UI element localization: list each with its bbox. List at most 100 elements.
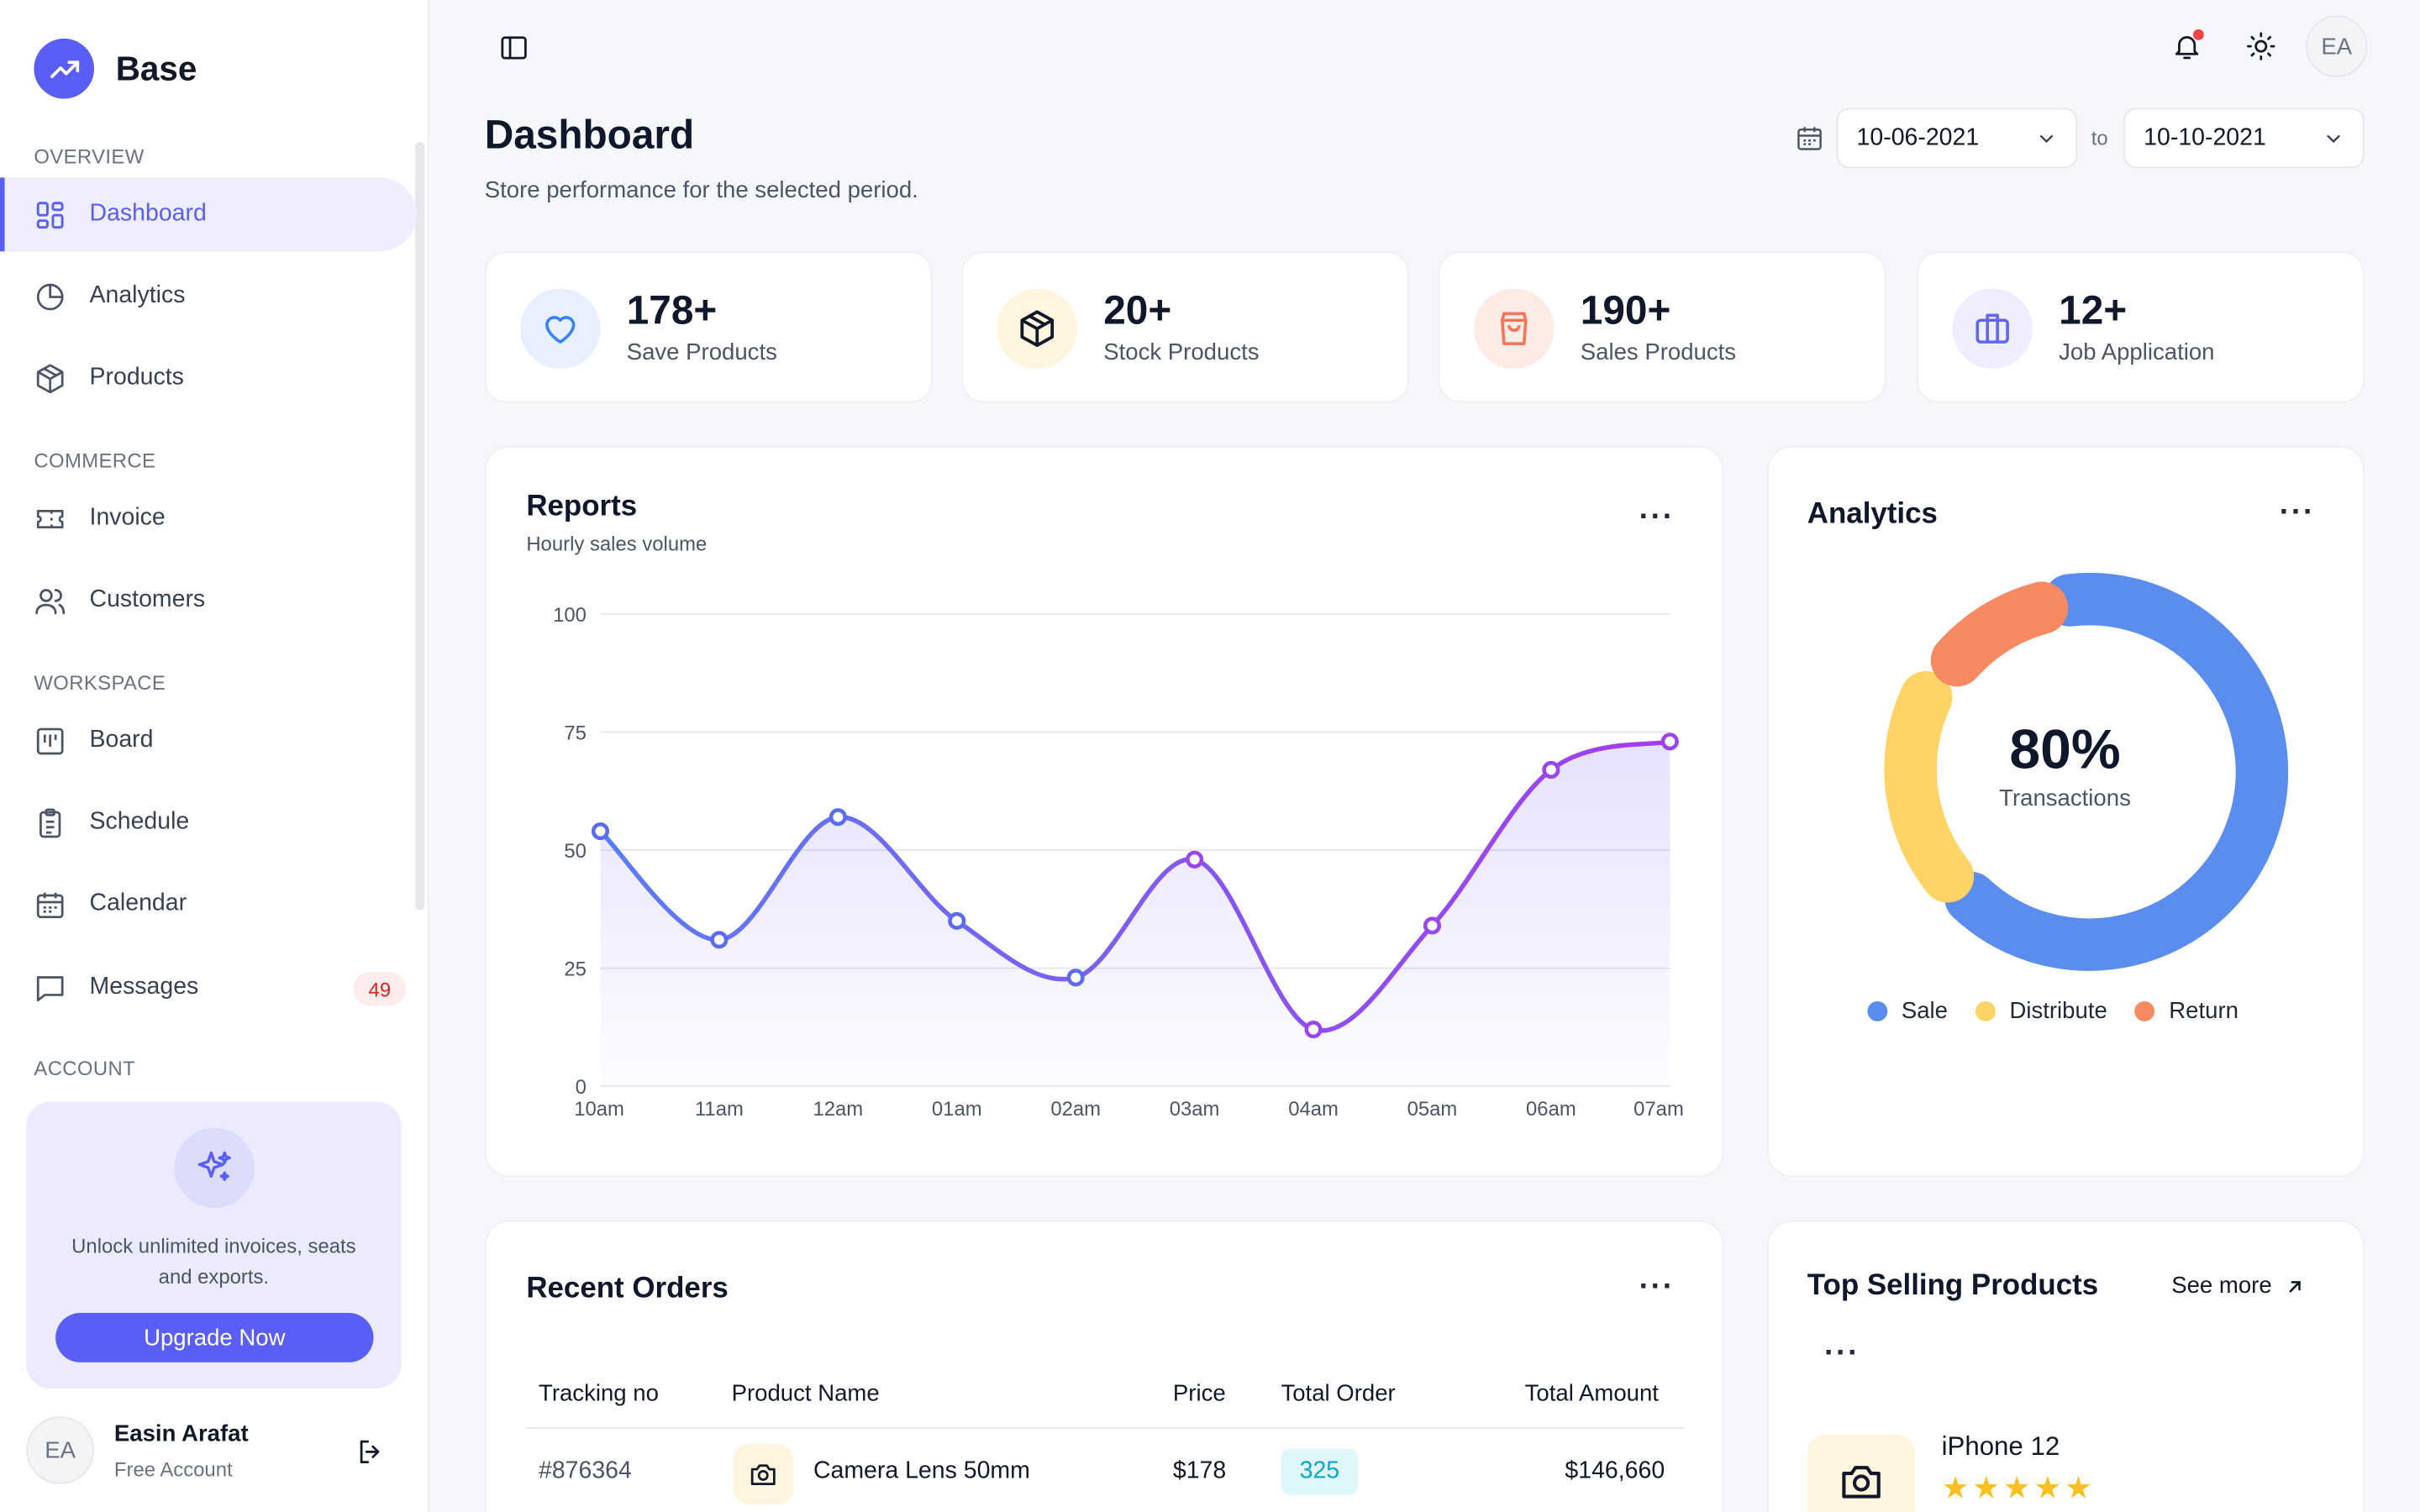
- chart-data-point[interactable]: [1066, 969, 1085, 987]
- sidebar-item-board[interactable]: Board: [0, 704, 417, 778]
- upgrade-card: Unlock unlimited invoices, seats and exp…: [26, 1101, 402, 1389]
- legend-dot: [1867, 1001, 1888, 1021]
- sidebar-item-calendar[interactable]: Calendar: [0, 867, 417, 941]
- stat-label: Save Products: [626, 339, 777, 366]
- star-icon: ★: [2065, 1472, 2092, 1506]
- sidebar-item-dashboard[interactable]: Dashboard: [0, 177, 417, 252]
- section-label-overview: OVERVIEW: [34, 144, 145, 169]
- donut-center-label: Transactions: [1999, 785, 2131, 812]
- user-name: Easin Arafat: [113, 1420, 249, 1447]
- legend-item-return[interactable]: Return: [2134, 998, 2238, 1025]
- see-more-link[interactable]: See more: [2171, 1273, 2306, 1299]
- stat-card-save-products[interactable]: 178+ Save Products: [484, 251, 933, 403]
- donut-segment-sale: [1944, 572, 2289, 971]
- star-icon: ★: [1941, 1472, 1970, 1506]
- upgrade-now-button[interactable]: Upgrade Now: [55, 1313, 374, 1362]
- sidebar-item-customers[interactable]: Customers: [0, 563, 417, 637]
- bell-icon[interactable]: [2170, 29, 2204, 63]
- orders-more-icon[interactable]: ···: [1639, 1269, 1675, 1305]
- sun-icon[interactable]: [2244, 29, 2278, 63]
- x-tick-label: 12am: [813, 1098, 863, 1121]
- star-icon: ★: [2033, 1472, 2062, 1506]
- sidebar-item-label: Schedule: [89, 808, 190, 835]
- chart-data-point[interactable]: [1186, 850, 1204, 869]
- top-product-name[interactable]: iPhone 12: [1941, 1431, 2060, 1462]
- box-icon: [36, 363, 64, 393]
- messages-count-badge: 49: [353, 972, 407, 1006]
- y-tick-label: 0: [576, 1076, 587, 1099]
- camera-icon: [733, 1444, 794, 1504]
- product-price: $178: [1172, 1457, 1227, 1484]
- table-divider: [526, 1426, 1684, 1429]
- x-tick-label: 05am: [1407, 1098, 1458, 1121]
- see-more-label: See more: [2171, 1273, 2272, 1299]
- donut-segment-return: [1930, 581, 2069, 687]
- legend-label: Return: [2169, 998, 2238, 1025]
- column-header-product[interactable]: Product Name: [731, 1380, 880, 1408]
- date-to-select[interactable]: 10-10-2021: [2123, 108, 2365, 169]
- x-tick-label: 07am: [1634, 1098, 1684, 1121]
- stat-card-sales-products[interactable]: 190+ Sales Products: [1438, 251, 1886, 403]
- y-tick-label: 50: [564, 840, 587, 863]
- chart-data-point[interactable]: [829, 808, 847, 827]
- date-from-value: 10-06-2021: [1856, 123, 1980, 151]
- total-amount: $146,660: [1565, 1457, 1665, 1484]
- section-label-commerce: COMMERCE: [34, 449, 156, 473]
- stat-card-stock-products[interactable]: 20+ Stock Products: [961, 251, 1409, 403]
- pie-chart-icon: [36, 282, 64, 310]
- chart-data-point[interactable]: [710, 931, 729, 949]
- page-title: Dashboard: [484, 111, 695, 158]
- x-tick-label: 02am: [1050, 1098, 1101, 1121]
- sidebar-item-analytics[interactable]: Analytics: [0, 260, 417, 333]
- logout-icon[interactable]: [355, 1436, 386, 1475]
- top-avatar[interactable]: EA: [2306, 15, 2368, 77]
- kanban-icon: [36, 727, 64, 754]
- brand[interactable]: Base: [34, 38, 197, 99]
- sidebar-item-messages[interactable]: Messages 49: [0, 950, 417, 1024]
- section-label-workspace: WORKSPACE: [34, 670, 166, 695]
- chart-data-point[interactable]: [1423, 916, 1442, 935]
- stat-value: 178+: [626, 286, 718, 333]
- chart-data-point[interactable]: [1542, 760, 1560, 780]
- heart-icon: [519, 288, 601, 369]
- user-profile[interactable]: EA Easin Arafat Free Account: [26, 1416, 404, 1487]
- chevron-down-icon: [2039, 134, 2054, 143]
- arrow-up-right-icon: [2289, 1280, 2301, 1292]
- date-from-select[interactable]: 10-06-2021: [1836, 108, 2078, 169]
- donut-center-value: 80%: [2009, 717, 2121, 781]
- chart-data-point[interactable]: [591, 822, 610, 841]
- sidebar-scrollbar[interactable]: [415, 141, 425, 911]
- sidebar-item-label: Board: [89, 727, 154, 753]
- x-tick-label: 06am: [1526, 1098, 1576, 1121]
- column-header-total-amount[interactable]: Total Amount: [1524, 1380, 1659, 1408]
- sidebar-item-label: Dashboard: [89, 200, 207, 227]
- star-icon: ★: [2002, 1472, 2031, 1506]
- chart-data-point[interactable]: [1304, 1021, 1323, 1039]
- sidebar-item-products[interactable]: Products: [0, 341, 417, 415]
- sidebar-item-label: Messages: [89, 973, 199, 1000]
- donut-segment-distribute: [1884, 670, 1975, 903]
- column-header-price[interactable]: Price: [1172, 1380, 1226, 1408]
- sidebar-toggle-icon[interactable]: [498, 33, 529, 71]
- chart-data-point[interactable]: [948, 911, 966, 930]
- column-header-tracking[interactable]: Tracking no: [539, 1380, 659, 1408]
- stat-card-job-application[interactable]: 12+ Job Application: [1917, 251, 2365, 403]
- clipboard-icon: [39, 807, 61, 837]
- sidebar-item-schedule[interactable]: Schedule: [0, 785, 417, 859]
- sidebar-item-label: Calendar: [89, 890, 187, 916]
- legend-item-distribute[interactable]: Distribute: [1975, 998, 2107, 1025]
- legend-dot: [2134, 1001, 2155, 1021]
- rating-stars: ★ ★ ★ ★ ★: [1942, 1469, 2092, 1508]
- star-icon: ★: [1972, 1472, 2001, 1506]
- legend-item-sale[interactable]: Sale: [1867, 998, 1948, 1025]
- sidebar-item-invoice[interactable]: Invoice: [0, 481, 417, 555]
- column-header-total-order[interactable]: Total Order: [1281, 1380, 1396, 1408]
- analytics-legend: Sale Distribute Return: [1867, 998, 2238, 1025]
- reports-subtitle: Hourly sales volume: [526, 532, 708, 556]
- box-icon: [997, 288, 1078, 369]
- x-tick-label: 10am: [574, 1098, 624, 1121]
- date-range-separator: to: [2091, 126, 2108, 150]
- top-selling-more-icon[interactable]: ···: [1823, 1336, 1860, 1370]
- chart-data-point[interactable]: [1660, 732, 1679, 751]
